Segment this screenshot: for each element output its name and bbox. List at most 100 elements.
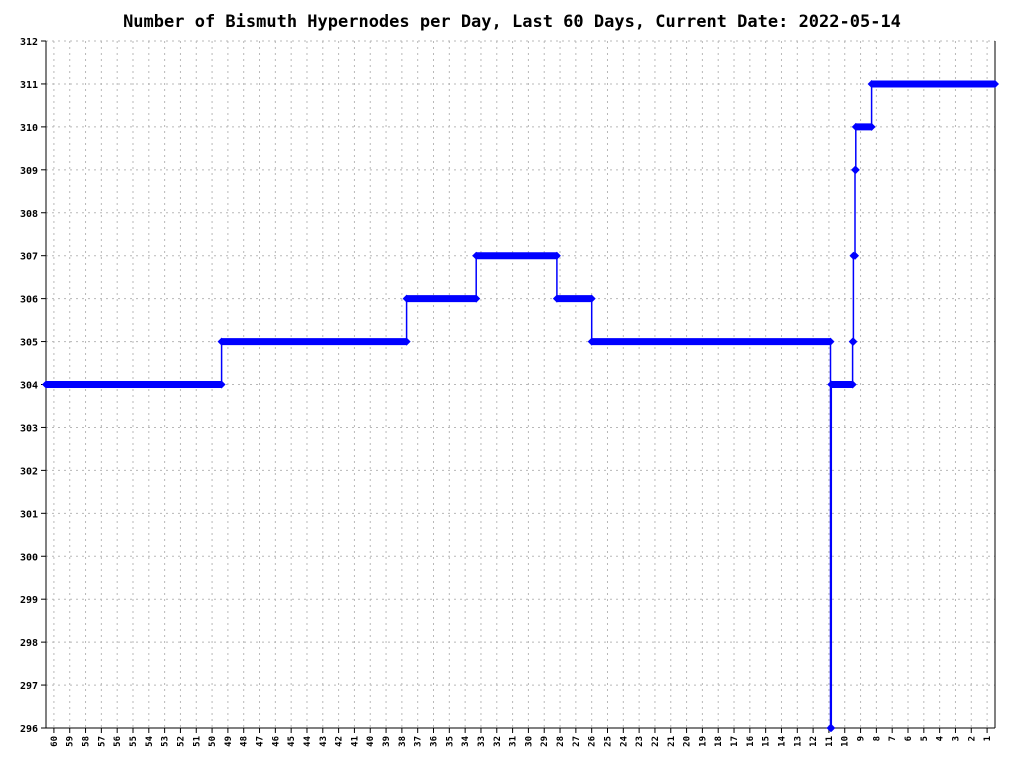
x-tick-label: 59 xyxy=(66,736,76,747)
y-tick-label: 299 xyxy=(20,595,38,606)
y-tick-labels: 296 297 298 299 300 301 302 303 304 305 306 307 308 3… xyxy=(20,37,38,735)
x-tick-label: 18 xyxy=(714,736,724,747)
y-tick-label: 307 xyxy=(20,252,38,263)
x-tick-label: 40 xyxy=(366,736,376,747)
x-tick-label: 57 xyxy=(97,736,107,747)
x-tick-label: 13 xyxy=(793,736,803,747)
data-point xyxy=(472,251,481,260)
x-tick-label: 38 xyxy=(398,736,408,747)
y-tick-label: 306 xyxy=(20,295,38,306)
x-tick-label: 10 xyxy=(841,736,851,747)
x-tick-label: 55 xyxy=(129,736,139,747)
x-tick-label: 20 xyxy=(683,736,693,747)
data-point xyxy=(826,337,835,346)
data-point xyxy=(587,337,596,346)
x-tick-label: 33 xyxy=(477,736,487,747)
x-tick-label: 41 xyxy=(350,736,360,747)
data-point xyxy=(827,724,836,732)
x-tick-label: 11 xyxy=(825,736,835,747)
x-tick-label: 32 xyxy=(493,736,503,747)
data-point xyxy=(552,294,561,303)
y-tick-label: 296 xyxy=(20,724,38,735)
x-tick-label: 23 xyxy=(635,736,645,747)
x-tick-label: 39 xyxy=(382,736,392,747)
y-tick-label: 298 xyxy=(20,638,38,649)
data-point xyxy=(849,337,858,346)
y-tick-label: 302 xyxy=(20,466,38,477)
data-point xyxy=(991,79,999,88)
x-tick-label: 46 xyxy=(271,736,281,747)
x-tick-label: 7 xyxy=(888,736,898,741)
x-tick-label: 37 xyxy=(414,736,424,747)
x-tick-label: 54 xyxy=(145,735,155,746)
x-tick-label: 19 xyxy=(698,736,708,747)
x-tick-labels: 60 59 58 57 56 55 54 53 52 51 50 49 48 47 46 45 44 43 42 41… xyxy=(50,735,993,746)
data-point xyxy=(217,380,226,389)
x-tick-label: 48 xyxy=(240,736,250,747)
x-tick-label: 21 xyxy=(667,736,677,747)
chart-title: Number of Bismuth Hypernodes per Day, La… xyxy=(123,12,901,32)
x-tick-label: 34 xyxy=(461,735,471,746)
x-tick-label: 58 xyxy=(82,736,92,747)
x-tick-label: 16 xyxy=(746,736,756,747)
y-tick-label: 305 xyxy=(20,338,38,349)
data-point xyxy=(867,79,876,88)
y-tick-label: 312 xyxy=(20,37,38,48)
y-tick-label: 303 xyxy=(20,423,38,434)
x-tick-label: 47 xyxy=(256,736,266,747)
data-point xyxy=(827,380,836,389)
y-tick-label: 297 xyxy=(20,681,38,692)
x-tick-label: 1 xyxy=(983,736,993,741)
x-tick-label: 35 xyxy=(445,736,455,747)
x-tick-label: 25 xyxy=(603,736,613,747)
data-point xyxy=(851,251,860,260)
x-tick-label: 56 xyxy=(113,736,123,747)
data-point xyxy=(587,294,596,303)
data-point xyxy=(867,122,876,131)
data-point xyxy=(402,294,411,303)
x-tick-label: 30 xyxy=(524,736,534,747)
y-tick-label: 301 xyxy=(20,509,38,520)
x-tick-label: 5 xyxy=(920,736,930,741)
x-tick-label: 42 xyxy=(335,736,345,747)
x-tick-label: 43 xyxy=(319,736,329,747)
x-tick-label: 14 xyxy=(777,735,787,746)
data-point xyxy=(402,337,411,346)
x-tick-label: 28 xyxy=(556,736,566,747)
x-tick-label: 24 xyxy=(619,735,629,746)
x-tick-label: 3 xyxy=(951,736,961,741)
data-point xyxy=(851,165,860,174)
x-tick-label: 44 xyxy=(303,735,313,746)
x-tick-label: 2 xyxy=(967,736,977,741)
y-tick-label: 300 xyxy=(20,552,38,563)
x-tick-label: 4 xyxy=(936,735,946,741)
x-tick-label: 29 xyxy=(540,736,550,747)
x-tick-label: 26 xyxy=(588,736,598,747)
x-tick-label: 50 xyxy=(208,736,218,747)
x-tick-label: 51 xyxy=(192,736,202,747)
series-line xyxy=(46,83,995,729)
x-tick-label: 27 xyxy=(572,736,582,747)
data-point xyxy=(851,122,860,131)
series xyxy=(42,79,999,732)
y-tick-label: 311 xyxy=(20,80,38,91)
axes xyxy=(41,40,996,733)
x-tick-label: 22 xyxy=(651,736,661,747)
y-tick-label: 310 xyxy=(20,123,38,134)
data-point xyxy=(472,294,481,303)
x-tick-label: 52 xyxy=(176,736,186,747)
data-point xyxy=(217,337,226,346)
x-tick-label: 36 xyxy=(430,736,440,747)
x-tick-label: 15 xyxy=(762,736,772,747)
data-point xyxy=(552,251,561,260)
x-tick-label: 8 xyxy=(872,736,882,741)
x-tick-label: 31 xyxy=(509,736,519,747)
y-tick-label: 308 xyxy=(20,209,38,220)
y-tick-label: 309 xyxy=(20,166,38,177)
data-point xyxy=(848,380,857,389)
x-tick-label: 9 xyxy=(857,736,867,741)
x-tick-label: 6 xyxy=(904,736,914,741)
x-tick-label: 49 xyxy=(224,736,234,747)
